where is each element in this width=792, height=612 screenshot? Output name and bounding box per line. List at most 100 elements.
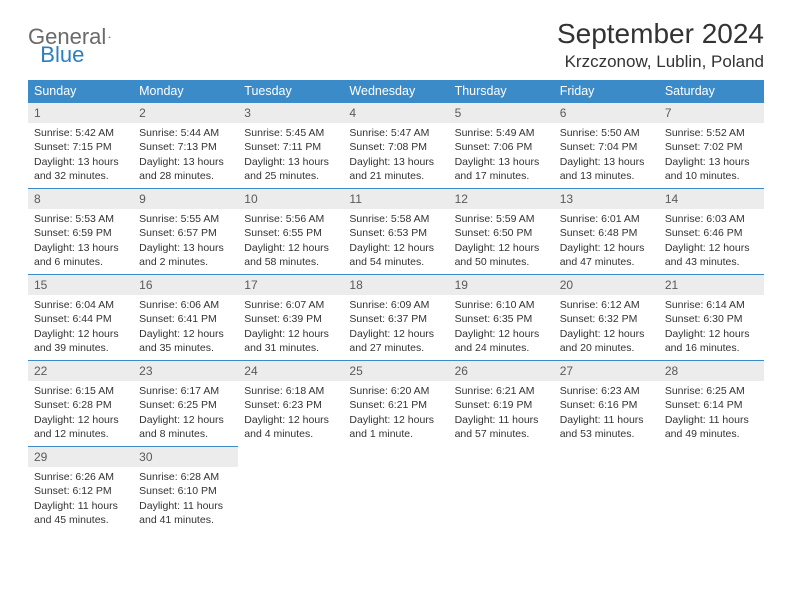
- day-number: 28: [659, 361, 764, 381]
- sunset-line: Sunset: 6:23 PM: [244, 398, 337, 412]
- sunrise-line: Sunrise: 6:14 AM: [665, 298, 758, 312]
- day-number: 19: [449, 275, 554, 295]
- day-number: 9: [133, 189, 238, 209]
- sunset-line: Sunset: 6:25 PM: [139, 398, 232, 412]
- sunrise-line: Sunrise: 5:42 AM: [34, 126, 127, 140]
- day-details: Sunrise: 6:10 AMSunset: 6:35 PMDaylight:…: [449, 295, 554, 359]
- weekday-header: Sunday: [28, 80, 133, 103]
- calendar-cell: 25Sunrise: 6:20 AMSunset: 6:21 PMDayligh…: [343, 361, 448, 447]
- calendar-row: 22Sunrise: 6:15 AMSunset: 6:28 PMDayligh…: [28, 361, 764, 447]
- sunset-line: Sunset: 7:13 PM: [139, 140, 232, 154]
- day-details: Sunrise: 5:53 AMSunset: 6:59 PMDaylight:…: [28, 209, 133, 273]
- day-details: Sunrise: 6:20 AMSunset: 6:21 PMDaylight:…: [343, 381, 448, 445]
- day-number: 20: [554, 275, 659, 295]
- calendar-row: 15Sunrise: 6:04 AMSunset: 6:44 PMDayligh…: [28, 275, 764, 361]
- sunrise-line: Sunrise: 5:53 AM: [34, 212, 127, 226]
- calendar-cell: 11Sunrise: 5:58 AMSunset: 6:53 PMDayligh…: [343, 189, 448, 275]
- sunrise-line: Sunrise: 5:58 AM: [349, 212, 442, 226]
- day-details: Sunrise: 6:17 AMSunset: 6:25 PMDaylight:…: [133, 381, 238, 445]
- daylight-line: Daylight: 11 hours and 57 minutes.: [455, 413, 548, 441]
- sunrise-line: Sunrise: 6:04 AM: [34, 298, 127, 312]
- day-number: 6: [554, 103, 659, 123]
- sunrise-line: Sunrise: 6:01 AM: [560, 212, 653, 226]
- day-details: Sunrise: 6:21 AMSunset: 6:19 PMDaylight:…: [449, 381, 554, 445]
- day-details: Sunrise: 5:56 AMSunset: 6:55 PMDaylight:…: [238, 209, 343, 273]
- sunrise-line: Sunrise: 6:10 AM: [455, 298, 548, 312]
- day-details: Sunrise: 5:47 AMSunset: 7:08 PMDaylight:…: [343, 123, 448, 187]
- day-number: 16: [133, 275, 238, 295]
- daylight-line: Daylight: 12 hours and 20 minutes.: [560, 327, 653, 355]
- calendar-cell: 5Sunrise: 5:49 AMSunset: 7:06 PMDaylight…: [449, 103, 554, 189]
- daylight-line: Daylight: 12 hours and 39 minutes.: [34, 327, 127, 355]
- daylight-line: Daylight: 13 hours and 28 minutes.: [139, 155, 232, 183]
- daylight-line: Daylight: 13 hours and 13 minutes.: [560, 155, 653, 183]
- sunset-line: Sunset: 6:14 PM: [665, 398, 758, 412]
- day-details: Sunrise: 6:14 AMSunset: 6:30 PMDaylight:…: [659, 295, 764, 359]
- sunrise-line: Sunrise: 6:20 AM: [349, 384, 442, 398]
- calendar-row: 8Sunrise: 5:53 AMSunset: 6:59 PMDaylight…: [28, 189, 764, 275]
- calendar-cell: 3Sunrise: 5:45 AMSunset: 7:11 PMDaylight…: [238, 103, 343, 189]
- calendar-cell: 18Sunrise: 6:09 AMSunset: 6:37 PMDayligh…: [343, 275, 448, 361]
- calendar-cell: 27Sunrise: 6:23 AMSunset: 6:16 PMDayligh…: [554, 361, 659, 447]
- day-number: 29: [28, 447, 133, 467]
- day-details: Sunrise: 5:55 AMSunset: 6:57 PMDaylight:…: [133, 209, 238, 273]
- daylight-line: Daylight: 12 hours and 47 minutes.: [560, 241, 653, 269]
- daylight-line: Daylight: 13 hours and 6 minutes.: [34, 241, 127, 269]
- sunset-line: Sunset: 6:21 PM: [349, 398, 442, 412]
- calendar-cell: [554, 447, 659, 533]
- daylight-line: Daylight: 12 hours and 4 minutes.: [244, 413, 337, 441]
- day-number: 23: [133, 361, 238, 381]
- day-number: 21: [659, 275, 764, 295]
- calendar-cell: 23Sunrise: 6:17 AMSunset: 6:25 PMDayligh…: [133, 361, 238, 447]
- day-number: 5: [449, 103, 554, 123]
- weekday-header: Tuesday: [238, 80, 343, 103]
- day-details: Sunrise: 5:49 AMSunset: 7:06 PMDaylight:…: [449, 123, 554, 187]
- day-details: Sunrise: 6:18 AMSunset: 6:23 PMDaylight:…: [238, 381, 343, 445]
- calendar-cell: 16Sunrise: 6:06 AMSunset: 6:41 PMDayligh…: [133, 275, 238, 361]
- sunrise-line: Sunrise: 5:56 AM: [244, 212, 337, 226]
- daylight-line: Daylight: 13 hours and 25 minutes.: [244, 155, 337, 183]
- daylight-line: Daylight: 12 hours and 54 minutes.: [349, 241, 442, 269]
- weekday-header: Wednesday: [343, 80, 448, 103]
- sunset-line: Sunset: 7:02 PM: [665, 140, 758, 154]
- sunrise-line: Sunrise: 6:21 AM: [455, 384, 548, 398]
- calendar-cell: 2Sunrise: 5:44 AMSunset: 7:13 PMDaylight…: [133, 103, 238, 189]
- sunrise-line: Sunrise: 5:59 AM: [455, 212, 548, 226]
- day-details: Sunrise: 6:28 AMSunset: 6:10 PMDaylight:…: [133, 467, 238, 531]
- day-number: 13: [554, 189, 659, 209]
- calendar-cell: 24Sunrise: 6:18 AMSunset: 6:23 PMDayligh…: [238, 361, 343, 447]
- daylight-line: Daylight: 12 hours and 31 minutes.: [244, 327, 337, 355]
- day-number: 17: [238, 275, 343, 295]
- calendar-cell: [659, 447, 764, 533]
- day-details: Sunrise: 5:52 AMSunset: 7:02 PMDaylight:…: [659, 123, 764, 187]
- calendar-cell: 12Sunrise: 5:59 AMSunset: 6:50 PMDayligh…: [449, 189, 554, 275]
- calendar-cell: 10Sunrise: 5:56 AMSunset: 6:55 PMDayligh…: [238, 189, 343, 275]
- sunrise-line: Sunrise: 6:17 AM: [139, 384, 232, 398]
- day-number: 10: [238, 189, 343, 209]
- calendar-cell: 17Sunrise: 6:07 AMSunset: 6:39 PMDayligh…: [238, 275, 343, 361]
- day-details: Sunrise: 6:04 AMSunset: 6:44 PMDaylight:…: [28, 295, 133, 359]
- day-number: 18: [343, 275, 448, 295]
- calendar-cell: 30Sunrise: 6:28 AMSunset: 6:10 PMDayligh…: [133, 447, 238, 533]
- sunset-line: Sunset: 6:46 PM: [665, 226, 758, 240]
- day-details: Sunrise: 6:01 AMSunset: 6:48 PMDaylight:…: [554, 209, 659, 273]
- calendar-cell: 20Sunrise: 6:12 AMSunset: 6:32 PMDayligh…: [554, 275, 659, 361]
- daylight-line: Daylight: 12 hours and 27 minutes.: [349, 327, 442, 355]
- sunrise-line: Sunrise: 5:49 AM: [455, 126, 548, 140]
- daylight-line: Daylight: 11 hours and 41 minutes.: [139, 499, 232, 527]
- sunset-line: Sunset: 7:15 PM: [34, 140, 127, 154]
- sunset-line: Sunset: 6:28 PM: [34, 398, 127, 412]
- sunrise-line: Sunrise: 5:45 AM: [244, 126, 337, 140]
- day-details: Sunrise: 5:44 AMSunset: 7:13 PMDaylight:…: [133, 123, 238, 187]
- day-details: Sunrise: 6:03 AMSunset: 6:46 PMDaylight:…: [659, 209, 764, 273]
- day-details: Sunrise: 5:45 AMSunset: 7:11 PMDaylight:…: [238, 123, 343, 187]
- daylight-line: Daylight: 11 hours and 53 minutes.: [560, 413, 653, 441]
- calendar-cell: [343, 447, 448, 533]
- daylight-line: Daylight: 12 hours and 16 minutes.: [665, 327, 758, 355]
- calendar-cell: 1Sunrise: 5:42 AMSunset: 7:15 PMDaylight…: [28, 103, 133, 189]
- day-number: 11: [343, 189, 448, 209]
- calendar-cell: 22Sunrise: 6:15 AMSunset: 6:28 PMDayligh…: [28, 361, 133, 447]
- day-number: 12: [449, 189, 554, 209]
- day-number: 24: [238, 361, 343, 381]
- daylight-line: Daylight: 13 hours and 17 minutes.: [455, 155, 548, 183]
